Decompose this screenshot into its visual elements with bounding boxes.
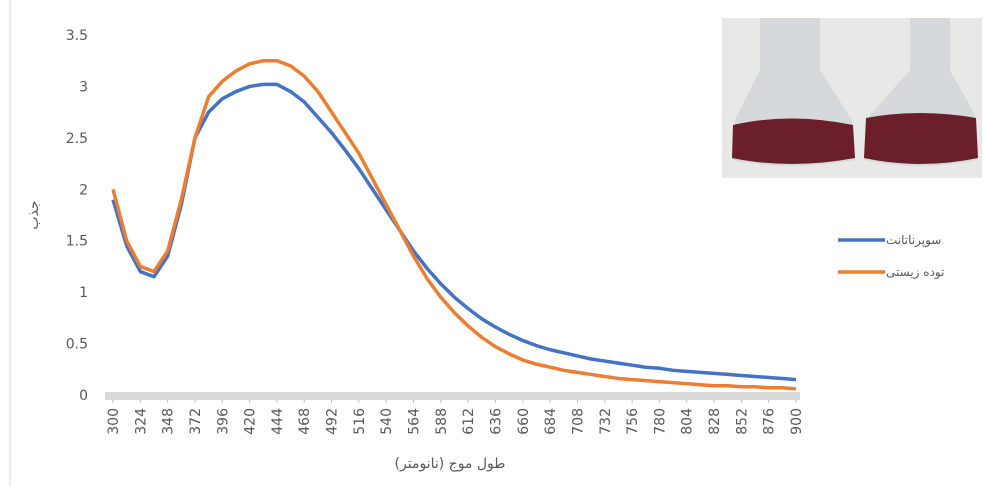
x-tick-label: 804 xyxy=(680,408,696,435)
x-tick-label: 708 xyxy=(570,408,586,435)
y-tick-label: 0.5 xyxy=(66,337,88,353)
y-tick-label: 3.5 xyxy=(66,28,88,44)
x-tick-label: 420 xyxy=(243,408,259,435)
y-tick-label: 2.5 xyxy=(66,131,88,147)
x-tick-label: 900 xyxy=(789,408,805,435)
x-tick-label: 732 xyxy=(598,408,614,435)
x-tick-label: 564 xyxy=(407,408,423,435)
y-tick-label: 1 xyxy=(79,285,88,301)
x-tick-label: 612 xyxy=(461,408,477,435)
x-tick-label: 492 xyxy=(325,408,341,435)
x-tick-label: 396 xyxy=(215,408,231,435)
x-tick-label: 468 xyxy=(297,408,313,435)
x-tick-label: 444 xyxy=(270,408,286,435)
x-tick-label: 588 xyxy=(434,408,450,435)
x-tick-label: 324 xyxy=(133,408,149,435)
y-tick-label: 0 xyxy=(79,388,88,404)
x-tick-label: 684 xyxy=(543,408,559,435)
x-tick-label: 876 xyxy=(762,408,778,435)
x-axis-label: طول موج (نانومتر) xyxy=(395,456,506,472)
photo xyxy=(722,18,982,178)
data-line xyxy=(111,82,797,382)
x-tick-label: 300 xyxy=(106,408,122,435)
x-tick-label: 756 xyxy=(625,408,641,435)
y-axis-label: جذب xyxy=(26,200,42,229)
x-tick-label: 636 xyxy=(488,408,504,435)
x-tick-label: 660 xyxy=(516,408,532,435)
data-line xyxy=(111,58,797,391)
x-tick-label: 372 xyxy=(188,408,204,435)
legend-label: توده زیستی xyxy=(886,265,944,280)
x-tick-label: 540 xyxy=(379,408,395,435)
x-tick-label: 852 xyxy=(734,408,750,435)
y-tick-label: 3 xyxy=(79,79,88,95)
x-tick-label: 516 xyxy=(352,408,368,435)
x-tick-label: 828 xyxy=(707,408,723,435)
x-tick-label: 780 xyxy=(652,408,668,435)
x-tick-label: 348 xyxy=(161,408,177,435)
y-tick-label: 2 xyxy=(79,182,88,198)
legend-label: سوپرناتانت xyxy=(886,233,941,248)
y-tick-label: 1.5 xyxy=(66,234,88,250)
